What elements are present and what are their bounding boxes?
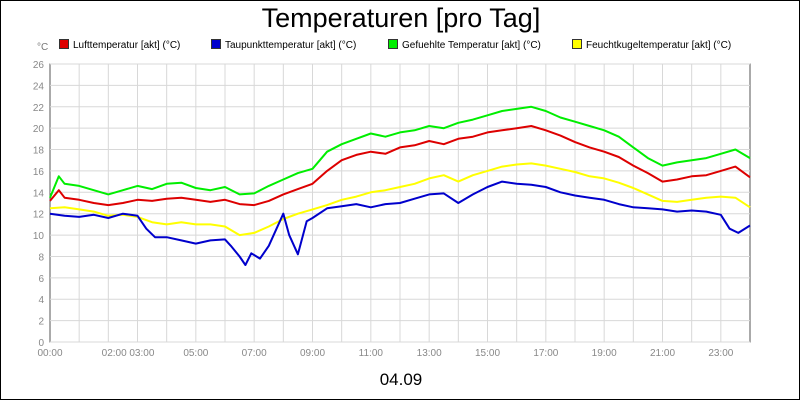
y-tick-label: 10 [33,231,45,242]
chart-title: Temperaturen [pro Tag] [261,3,541,33]
x-tick-label: 17:00 [533,348,558,359]
legend-label: Feuchtkugeltemperatur [akt] (°C) [586,40,732,51]
y-tick-label: 2 [38,317,44,328]
series-line-2 [49,105,751,199]
y-tick-label: 14 [33,188,45,199]
y-tick-label: 20 [33,124,45,135]
y-tick-label: 4 [38,295,44,306]
legend-item-lufttemperatur: Lufttemperatur [akt] (°C) [59,39,181,51]
legend-item-feuchtkugeltemperatur: Feuchtkugeltemperatur [akt] (°C) [572,39,732,51]
legend-label: Gefuehlte Temperatur [akt] (°C) [402,40,541,51]
x-tick-label: 21:00 [650,348,675,359]
y-tick-label: 22 [33,103,45,114]
x-tick-label: 15:00 [475,348,500,359]
x-tick-label: 05:00 [183,348,208,359]
legend-swatch [572,39,582,50]
y-tick-label: 18 [33,146,45,157]
x-tick-label: 23:00 [708,348,733,359]
legend-swatch [388,39,398,50]
x-tick-label: 11:00 [359,348,384,359]
y-tick-label: 12 [33,210,45,221]
series-line-0 [49,125,751,207]
x-tick-label: 00:00 [37,348,62,359]
y-tick-label: 0 [38,338,44,349]
legend-label: Lufttemperatur [akt] (°C) [73,40,181,51]
legend-label: Taupunkttemperatur [akt] (°C) [225,40,357,51]
legend-swatch [211,39,221,50]
y-tick-label: 24 [33,81,45,92]
y-tick-label: 26 [33,60,45,71]
x-tick-label: 02:00 [102,348,127,359]
x-axis: 00:00 02:00 03:00 05:00 07:00 09:00 11:00 13:00… [37,348,733,359]
series-lines [49,105,751,266]
x-tick-label: 07:00 [242,348,267,359]
series-line-3 [49,162,751,237]
x-tick-label: 03:00 [129,348,154,359]
y-unit-label: °C [37,42,49,53]
legend-item-gefuehlte-temperatur: Gefuehlte Temperatur [akt] (°C) [388,39,541,51]
x-tick-label: 09:00 [300,348,325,359]
x-tick-label: 13:00 [417,348,442,359]
y-tick-label: 6 [38,274,44,285]
legend-swatch [59,39,69,50]
x-tick-label: 19:00 [592,348,617,359]
y-tick-label: 16 [33,167,45,178]
y-tick-label: 8 [38,252,44,263]
series-line-1 [49,180,751,266]
x-axis-label: 04.09 [379,370,423,389]
legend-item-taupunkttemperatur: Taupunkttemperatur [akt] (°C) [211,39,357,51]
grid [50,63,750,343]
